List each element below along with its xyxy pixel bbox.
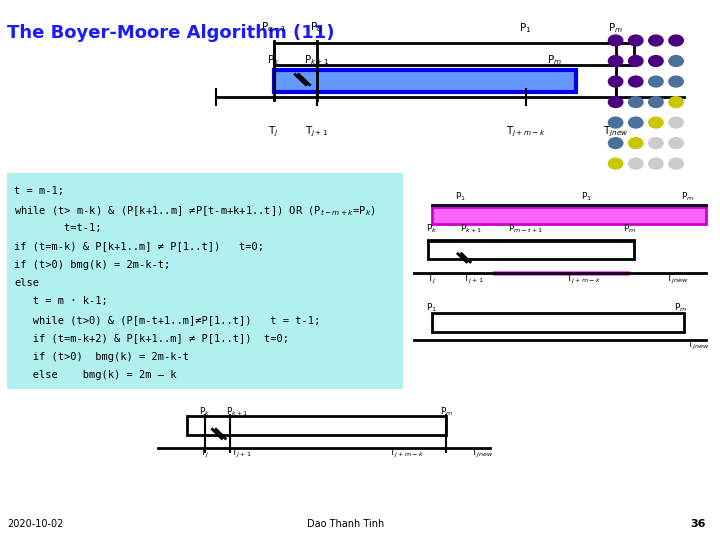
Text: P$_m$: P$_m$	[674, 301, 687, 314]
Text: P$_{q-1}$: P$_{q-1}$	[261, 21, 287, 35]
Text: if (t=m-k) & P[k+1..m] ≠ P[1..t])   t=0;: if (t=m-k) & P[k+1..m] ≠ P[1..t]) t=0;	[14, 241, 264, 252]
Text: P$_k$: P$_k$	[267, 53, 280, 68]
Circle shape	[608, 35, 623, 46]
FancyBboxPatch shape	[432, 207, 706, 224]
Text: t = m-1;: t = m-1;	[14, 186, 64, 197]
Text: P$_m$: P$_m$	[608, 21, 623, 35]
Text: P$_{k+1}$: P$_{k+1}$	[304, 53, 330, 68]
Circle shape	[669, 138, 683, 148]
Text: T$_{j new}$: T$_{j new}$	[471, 447, 494, 460]
Text: P$_{m-t+1}$: P$_{m-t+1}$	[508, 222, 543, 235]
Text: P$_{k+1}$: P$_{k+1}$	[226, 405, 249, 418]
Circle shape	[608, 56, 623, 66]
Circle shape	[629, 56, 643, 66]
Text: T$_{j+m-k}$: T$_{j+m-k}$	[505, 124, 546, 139]
Circle shape	[629, 97, 643, 107]
Text: T$_j$: T$_j$	[427, 273, 437, 286]
Circle shape	[649, 35, 663, 46]
Text: if (t>0) bmg(k) = 2m-k-t;: if (t>0) bmg(k) = 2m-k-t;	[14, 260, 171, 270]
Circle shape	[669, 117, 683, 128]
Text: t = m · k-1;: t = m · k-1;	[14, 296, 108, 307]
Text: t=t-1;: t=t-1;	[14, 223, 102, 233]
Circle shape	[608, 117, 623, 128]
FancyBboxPatch shape	[7, 173, 403, 389]
Text: T$_{j+1}$: T$_{j+1}$	[305, 124, 328, 139]
FancyBboxPatch shape	[432, 313, 684, 332]
Text: P$_m$: P$_m$	[440, 405, 453, 418]
Circle shape	[649, 138, 663, 148]
FancyBboxPatch shape	[428, 241, 634, 259]
Text: 2020-10-02: 2020-10-02	[7, 519, 63, 529]
Text: if (t>0)  bmg(k) = 2m-k-t: if (t>0) bmg(k) = 2m-k-t	[14, 352, 189, 362]
Text: while (t>0) & (P[m-t+1..m]≠P[1..t])   t = t-1;: while (t>0) & (P[m-t+1..m]≠P[1..t]) t = …	[14, 315, 320, 325]
Text: P$_1$: P$_1$	[581, 191, 593, 204]
Text: The Boyer-Moore Algorithm (11): The Boyer-Moore Algorithm (11)	[7, 24, 335, 42]
Circle shape	[608, 76, 623, 87]
Circle shape	[629, 35, 643, 46]
Circle shape	[669, 76, 683, 87]
Circle shape	[629, 158, 643, 169]
Text: P$_k$: P$_k$	[199, 405, 211, 418]
Text: T$_{j+m-k}$: T$_{j+m-k}$	[390, 447, 424, 460]
Circle shape	[608, 97, 623, 107]
Circle shape	[669, 97, 683, 107]
Text: 36: 36	[690, 519, 706, 529]
Circle shape	[649, 97, 663, 107]
Circle shape	[669, 56, 683, 66]
Text: P$_m$: P$_m$	[624, 222, 636, 235]
Text: P$_m$: P$_m$	[547, 53, 562, 68]
Text: P$_1$: P$_1$	[455, 191, 467, 204]
Text: P$_k$: P$_k$	[426, 222, 438, 235]
Circle shape	[649, 158, 663, 169]
Text: P$_q$: P$_q$	[310, 21, 323, 35]
Text: T$_{j new}$: T$_{j new}$	[665, 273, 688, 286]
Text: P$_m$: P$_m$	[681, 191, 694, 204]
FancyBboxPatch shape	[493, 271, 630, 276]
Circle shape	[608, 138, 623, 148]
Text: P$_1$: P$_1$	[519, 21, 532, 35]
Text: while (t> m-k) & (P[k+1..m] ≠P[t-m+k+1..t]) OR (P$_{t-m+k}$=P$_k$): while (t> m-k) & (P[k+1..m] ≠P[t-m+k+1..…	[14, 205, 376, 219]
Text: P$_1$: P$_1$	[426, 301, 438, 314]
Circle shape	[629, 76, 643, 87]
Circle shape	[608, 158, 623, 169]
Text: else    bmg(k) = 2m – k: else bmg(k) = 2m – k	[14, 370, 177, 380]
Text: if (t=m-k+2) & P[k+1..m] ≠ P[1..t])  t=0;: if (t=m-k+2) & P[k+1..m] ≠ P[1..t]) t=0;	[14, 333, 289, 343]
FancyBboxPatch shape	[274, 70, 576, 92]
Circle shape	[649, 76, 663, 87]
Circle shape	[669, 35, 683, 46]
Text: T$_{j new}$: T$_{j new}$	[603, 124, 629, 139]
Text: T$_j$: T$_j$	[200, 447, 210, 460]
Circle shape	[649, 56, 663, 66]
Circle shape	[629, 117, 643, 128]
Circle shape	[649, 117, 663, 128]
Text: T$_j$: T$_j$	[269, 124, 279, 139]
Text: P$_{k+1}$: P$_{k+1}$	[460, 222, 483, 235]
Circle shape	[669, 158, 683, 169]
FancyBboxPatch shape	[187, 416, 446, 435]
Text: T$_{j+1}$: T$_{j+1}$	[231, 447, 251, 460]
Text: T$_{j new}$: T$_{j new}$	[687, 339, 710, 352]
FancyBboxPatch shape	[274, 43, 634, 65]
Text: T$_{j+1}$: T$_{j+1}$	[463, 273, 483, 286]
Text: else: else	[14, 278, 40, 288]
Text: Dao Thanh Tinh: Dao Thanh Tinh	[307, 519, 384, 529]
Text: T$_{j+m-k}$: T$_{j+m-k}$	[566, 273, 600, 286]
Circle shape	[629, 138, 643, 148]
